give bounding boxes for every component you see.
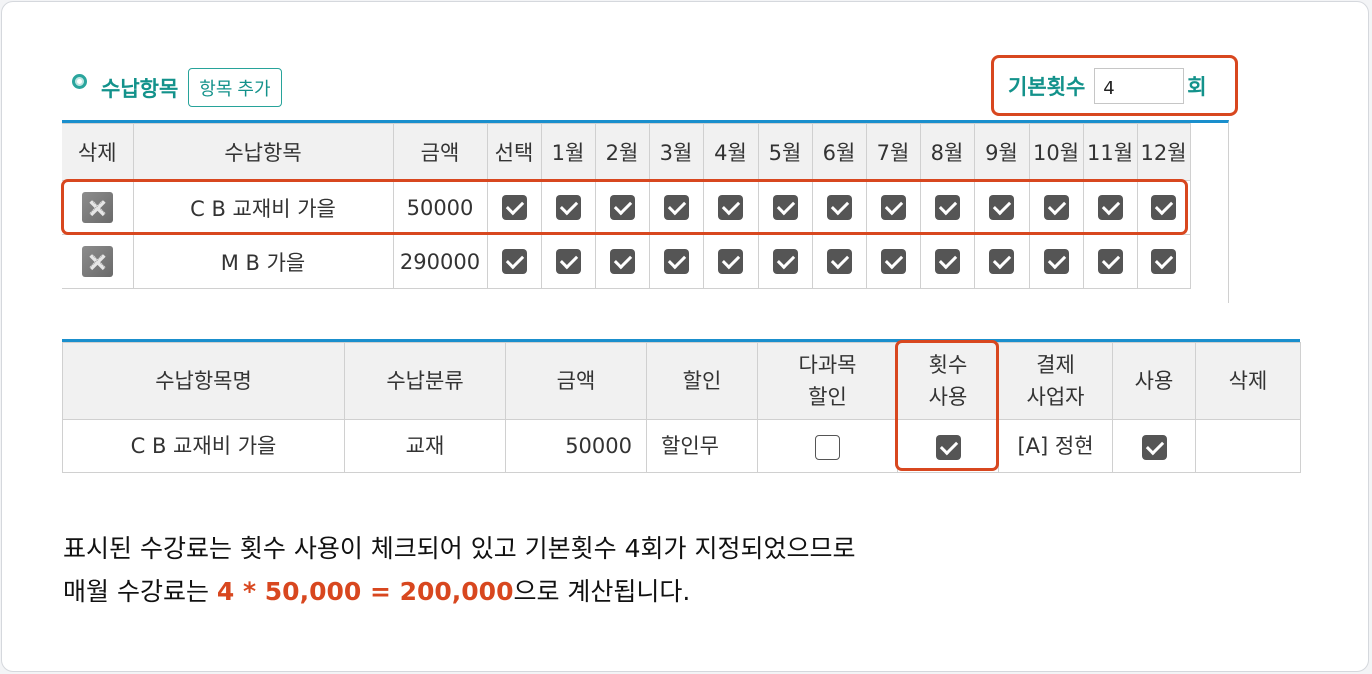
month-4-checkbox[interactable] (718, 195, 743, 221)
month-10-checkbox[interactable] (1043, 249, 1069, 275)
header-category: 수납분류 (344, 342, 506, 420)
detail-grid: 수납항목명 수납분류 금액 할인 다과목 할인 횟수 사용 결제 사업자 사용 삭제 … (62, 339, 1301, 473)
base-count-highlight: 기본횟수 회 (991, 55, 1238, 116)
item-name: M B 가을 (132, 234, 394, 289)
month-9-checkbox[interactable] (989, 249, 1014, 275)
header-month-6: 6월 (811, 123, 867, 181)
select-checkbox[interactable] (501, 195, 527, 221)
header-month-9: 9월 (973, 123, 1030, 181)
month-7-checkbox[interactable] (880, 249, 906, 275)
delete-icon[interactable] (81, 192, 113, 223)
header-amount: 금액 (392, 123, 488, 181)
table-row: C B 교재비 가을 50000 (62, 180, 1191, 235)
month-11-checkbox[interactable] (1097, 195, 1123, 221)
delete-cell (62, 180, 134, 235)
header-month-7: 7월 (865, 123, 921, 181)
base-count-input[interactable] (1094, 67, 1185, 104)
items-header-row: 삭제 수납항목 금액 선택 1월 2월 3월 4월 5월 6월 7월 8월 9월… (62, 123, 1191, 181)
delete-icon[interactable] (81, 246, 113, 277)
formula-highlight: 4 * 50,000 = 200,000 (216, 577, 514, 606)
multi-discount-checkbox[interactable] (815, 434, 840, 460)
header-month-11: 11월 (1082, 123, 1138, 181)
header-month-1: 1월 (540, 123, 596, 181)
select-checkbox[interactable] (501, 249, 527, 275)
detail-item-name: C B 교재비 가을 (62, 419, 345, 473)
detail-discount[interactable]: 할인무 (646, 419, 758, 473)
month-10-checkbox[interactable] (1043, 195, 1069, 221)
items-grid: 삭제 수납항목 금액 선택 1월 2월 3월 4월 5월 6월 7월 8월 9월… (62, 120, 1229, 303)
month-1-checkbox[interactable] (555, 195, 581, 221)
header-delete: 삭제 (62, 123, 134, 181)
table-row: M B 가을 290000 (62, 234, 1191, 289)
header-use: 사용 (1112, 342, 1196, 420)
base-count-unit: 회 (1187, 74, 1207, 99)
month-5-checkbox[interactable] (772, 249, 798, 275)
detail-payment-business[interactable]: [A] 정현 (998, 419, 1113, 473)
count-use-checkbox[interactable] (935, 434, 961, 460)
month-6-checkbox[interactable] (826, 195, 852, 221)
add-item-button[interactable]: 항목 추가 (188, 68, 282, 107)
header-item-name: 수납항목명 (62, 342, 345, 420)
month-12-checkbox[interactable] (1151, 249, 1176, 275)
description: 표시된 수강료는 횟수 사용이 체크되어 있고 기본횟수 4회가 지정되었으므로… (63, 527, 855, 613)
header-month-12: 12월 (1136, 123, 1191, 181)
section-title: 수납항목 (101, 76, 179, 101)
delete-cell (62, 234, 134, 289)
month-12-checkbox[interactable] (1151, 195, 1176, 221)
base-count-label: 기본횟수 (1008, 74, 1086, 99)
header-select: 선택 (486, 123, 542, 181)
header-month-4: 4월 (702, 123, 759, 181)
header-multi-discount: 다과목 할인 (757, 342, 898, 420)
header-month-8: 8월 (919, 123, 975, 181)
description-line-1: 표시된 수강료는 횟수 사용이 체크되어 있고 기본횟수 4회가 지정되었으므로 (63, 534, 856, 563)
detail-header-row: 수납항목명 수납분류 금액 할인 다과목 할인 횟수 사용 결제 사업자 사용 삭제 (62, 342, 1301, 420)
header-month-10: 10월 (1028, 123, 1084, 181)
month-2-checkbox[interactable] (609, 249, 635, 275)
header-month-3: 3월 (648, 123, 704, 181)
month-5-checkbox[interactable] (772, 195, 798, 221)
month-3-checkbox[interactable] (663, 195, 689, 221)
month-7-checkbox[interactable] (880, 195, 906, 221)
month-11-checkbox[interactable] (1097, 249, 1123, 275)
detail-delete-cell (1195, 419, 1301, 473)
month-8-checkbox[interactable] (934, 249, 960, 275)
section-header: 수납항목 항목 추가 (72, 68, 282, 107)
header-delete: 삭제 (1195, 342, 1301, 420)
radio-bullet-icon (72, 74, 87, 89)
table-row: C B 교재비 가을 교재 50000 할인무 [A] 정현 (62, 419, 1301, 473)
use-checkbox[interactable] (1141, 434, 1167, 460)
description-line-2: 매월 수강료는 4 * 50,000 = 200,000으로 계산됩니다. (63, 577, 691, 606)
month-8-checkbox[interactable] (934, 195, 960, 221)
header-payment-business: 결제 사업자 (998, 342, 1113, 420)
month-3-checkbox[interactable] (663, 249, 689, 275)
month-4-checkbox[interactable] (718, 249, 743, 275)
header-item: 수납항목 (132, 123, 394, 181)
month-9-checkbox[interactable] (989, 195, 1014, 221)
detail-category: 교재 (344, 419, 506, 473)
item-amount: 290000 (392, 234, 488, 289)
item-name: C B 교재비 가을 (132, 180, 394, 235)
header-count-use: 횟수 사용 (897, 342, 999, 420)
month-1-checkbox[interactable] (555, 249, 581, 275)
detail-amount: 50000 (505, 419, 647, 473)
header-discount: 할인 (646, 342, 758, 420)
header-month-5: 5월 (757, 123, 813, 181)
header-month-2: 2월 (594, 123, 650, 181)
header-amount: 금액 (505, 342, 647, 420)
month-2-checkbox[interactable] (609, 195, 635, 221)
item-amount: 50000 (392, 180, 488, 235)
month-6-checkbox[interactable] (826, 249, 852, 275)
